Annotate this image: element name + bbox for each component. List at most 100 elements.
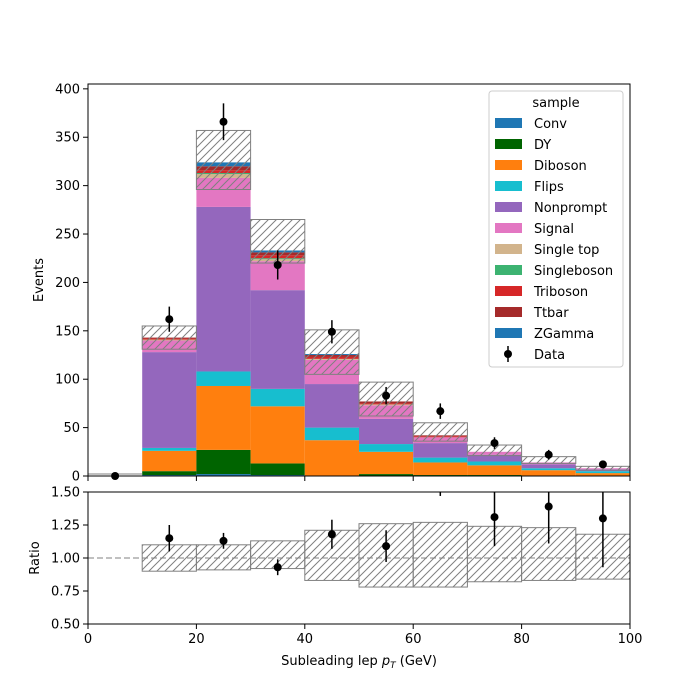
bar-nonprompt-bin-3 bbox=[250, 290, 305, 389]
data-points bbox=[111, 103, 607, 480]
data-point-9 bbox=[598, 460, 607, 469]
top-y-axis-label: Events bbox=[32, 258, 47, 302]
bar-diboson-bin-2 bbox=[196, 385, 251, 450]
top-ytick-label-8: 400 bbox=[55, 82, 80, 97]
legend-swatch-zgamma bbox=[495, 328, 522, 338]
legend-label-data: Data bbox=[534, 348, 565, 363]
legend-label-conv: Conv bbox=[534, 117, 567, 132]
bar-dy-bin-1 bbox=[142, 471, 197, 476]
bar-diboson-bin-8 bbox=[521, 470, 576, 476]
legend: sample Conv DY Diboson Flips Nonprompt Signal S… bbox=[488, 90, 624, 368]
legend-label-zgamma: ZGamma bbox=[534, 327, 594, 342]
bottom-xtick-label-5: 100 bbox=[618, 632, 643, 647]
unc-band-bin-2 bbox=[195, 129, 252, 191]
data-point-8 bbox=[544, 450, 553, 459]
bar-flips-bin-5 bbox=[359, 444, 414, 452]
bar-diboson-bin-6 bbox=[413, 462, 468, 476]
legend-label-diboson: Diboson bbox=[534, 159, 587, 174]
bar-diboson-bin-4 bbox=[304, 440, 359, 476]
top-ytick-label-3: 150 bbox=[55, 324, 80, 339]
data-point-7 bbox=[490, 439, 499, 448]
bottom-xtick-label-3: 60 bbox=[405, 632, 422, 647]
legend-swatch-singleboson bbox=[495, 265, 522, 275]
bottom-ytick-label-3: 1.25 bbox=[51, 519, 80, 534]
legend-swatch-diboson bbox=[495, 160, 522, 170]
bar-conv-bin-2 bbox=[196, 474, 251, 476]
data-point-5 bbox=[382, 391, 391, 400]
bar-dy-bin-5 bbox=[359, 474, 414, 476]
bottom-ytick-label-2: 1.00 bbox=[51, 552, 80, 567]
data-point-3 bbox=[273, 260, 282, 269]
bar-flips-bin-4 bbox=[304, 427, 359, 441]
ratio-point-4 bbox=[382, 542, 391, 551]
bar-nonprompt-bin-5 bbox=[359, 418, 414, 445]
legend-label-single-top: Single top bbox=[534, 243, 599, 258]
ratio-points bbox=[165, 492, 607, 576]
bottom-xtick-label-2: 40 bbox=[297, 632, 314, 647]
ratio-point-1 bbox=[219, 536, 228, 545]
ratio-band-bin-6 bbox=[412, 521, 468, 588]
bar-flips-bin-1 bbox=[142, 447, 197, 451]
legend-swatch-nonprompt bbox=[495, 202, 522, 212]
unc-band-bin-6 bbox=[412, 422, 468, 442]
top-axes-frame bbox=[87, 83, 631, 477]
legend-label-singleboson: Singleboson bbox=[534, 264, 613, 279]
legend-swatch-triboson bbox=[495, 286, 522, 296]
bar-nonprompt-bin-2 bbox=[196, 206, 251, 372]
x-axis-label: Subleading lep pT (GeV) bbox=[281, 654, 437, 671]
legend-swatch-dy bbox=[495, 139, 522, 149]
top-y-ticks: 0 50 100 150 200 250 300 350 400 bbox=[55, 82, 88, 485]
bar-diboson-bin-9 bbox=[575, 473, 630, 476]
top-ytick-label-1: 50 bbox=[63, 421, 80, 436]
ratio-point-8 bbox=[598, 514, 607, 523]
bar-flips-bin-8 bbox=[521, 468, 576, 471]
legend-swatch-ttbar bbox=[495, 307, 522, 317]
bar-nonprompt-bin-6 bbox=[413, 443, 468, 458]
top-ytick-label-5: 250 bbox=[55, 228, 80, 243]
bottom-y-axis-label: Ratio bbox=[28, 541, 43, 574]
legend-title: sample bbox=[532, 96, 579, 111]
bar-flips-bin-9 bbox=[575, 471, 630, 474]
data-point-4 bbox=[327, 327, 336, 336]
bar-dy-bin-3 bbox=[250, 463, 305, 476]
bottom-xtick-label-4: 80 bbox=[513, 632, 530, 647]
bottom-xtick-label-1: 20 bbox=[188, 632, 205, 647]
bottom-xtick-label-0: 0 bbox=[84, 632, 92, 647]
bottom-ytick-label-1: 0.75 bbox=[51, 585, 80, 600]
bar-flips-bin-6 bbox=[413, 457, 468, 463]
ratio-point-6 bbox=[490, 513, 499, 522]
legend-swatch-flips bbox=[495, 181, 522, 191]
top-ytick-label-4: 200 bbox=[55, 276, 80, 291]
bar-diboson-bin-5 bbox=[359, 451, 414, 475]
legend-swatch-signal bbox=[495, 223, 522, 233]
bar-flips-bin-7 bbox=[467, 461, 522, 466]
ratio-point-3 bbox=[327, 530, 336, 539]
legend-swatch-conv bbox=[495, 118, 522, 128]
legend-label-ttbar: Ttbar bbox=[533, 306, 569, 321]
bar-dy-bin-2 bbox=[196, 449, 251, 475]
data-point-2 bbox=[219, 117, 228, 126]
data-point-6 bbox=[436, 407, 445, 416]
bar-nonprompt-bin-8 bbox=[521, 464, 576, 469]
legend-label-nonprompt: Nonprompt bbox=[534, 201, 607, 216]
legend-data-marker bbox=[504, 350, 512, 358]
bar-diboson-bin-7 bbox=[467, 465, 522, 476]
ratio-band-bin-2 bbox=[195, 544, 252, 571]
bottom-ytick-label-4: 1.50 bbox=[51, 486, 80, 501]
bar-nonprompt-bin-4 bbox=[304, 384, 359, 428]
legend-label-dy: DY bbox=[534, 138, 551, 153]
legend-frame bbox=[488, 90, 624, 368]
top-ytick-label-2: 100 bbox=[55, 373, 80, 388]
bottom-y-ticks: 0.50 0.75 1.00 1.25 1.50 bbox=[51, 486, 88, 633]
bar-diboson-bin-3 bbox=[250, 406, 305, 464]
legend-label-signal: Signal bbox=[534, 222, 574, 237]
bar-flips-bin-3 bbox=[250, 388, 305, 407]
legend-label-triboson: Triboson bbox=[533, 285, 588, 300]
top-ytick-label-7: 350 bbox=[55, 131, 80, 146]
legend-swatch-single-top bbox=[495, 244, 522, 254]
ratio-point-7 bbox=[544, 502, 553, 511]
bar-nonprompt-bin-7 bbox=[467, 454, 522, 462]
data-point-1 bbox=[165, 315, 174, 324]
bottom-x-ticks: 0 20 40 60 80 100 bbox=[84, 624, 643, 647]
